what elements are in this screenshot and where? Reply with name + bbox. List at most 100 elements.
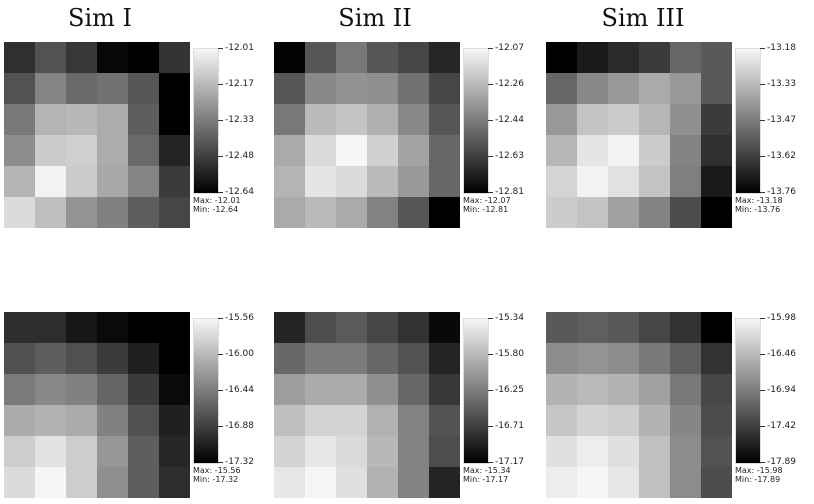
heatmap-cell	[274, 343, 305, 374]
heatmap-cell	[398, 197, 429, 228]
heatmap-cell	[546, 343, 577, 374]
heatmap-cell	[159, 467, 190, 498]
heatmap-cell	[701, 135, 732, 166]
heatmap-cell	[97, 104, 128, 135]
heatmap-cell	[398, 104, 429, 135]
heatmap-cell	[608, 374, 639, 405]
heatmap-cell	[4, 166, 35, 197]
heatmap-cell	[274, 104, 305, 135]
heatmap-cell	[577, 135, 608, 166]
heatmap-cell	[429, 374, 460, 405]
heatmap-cell	[577, 312, 608, 343]
min-label: Min: -17.17	[463, 475, 509, 484]
heatmap-cell	[608, 467, 639, 498]
heatmap-cell	[336, 467, 367, 498]
heatmap-cell	[66, 312, 97, 343]
heatmap-cell	[639, 312, 670, 343]
heatmap-cell	[66, 405, 97, 436]
colorbar-tick-label: -17.42	[759, 421, 797, 431]
heatmap-cell	[367, 312, 398, 343]
heatmap-cell	[639, 104, 670, 135]
heatmap-cell	[577, 166, 608, 197]
heatmap-cell	[367, 405, 398, 436]
heatmap-cell	[35, 197, 66, 228]
colorbar-tick-label: -17.17	[487, 457, 525, 467]
heatmap-cell	[4, 405, 35, 436]
heatmap-cell	[639, 405, 670, 436]
heatmap-cell	[367, 42, 398, 73]
heatmap-cell	[159, 436, 190, 467]
heatmap-cell	[97, 197, 128, 228]
heatmap-cell	[4, 467, 35, 498]
heatmap-cell	[305, 197, 336, 228]
heatmap-cell	[701, 73, 732, 104]
heatmap-cell	[670, 374, 701, 405]
heatmap-cell	[35, 104, 66, 135]
heatmap-cell	[429, 135, 460, 166]
heatmap-cell	[398, 374, 429, 405]
heatmap-cell	[398, 73, 429, 104]
colorbar-tick-label: -17.32	[217, 457, 255, 467]
heatmap-cell	[128, 104, 159, 135]
stats-5: Max: -15.98 Min: -17.89	[735, 466, 783, 484]
heatmap-cell	[128, 73, 159, 104]
heatmap-cell	[670, 135, 701, 166]
heatmap-cell	[66, 197, 97, 228]
colorbar-tick-label: -15.56	[217, 313, 255, 323]
heatmap-cell	[274, 436, 305, 467]
heatmap-cell	[336, 42, 367, 73]
heatmap-cell	[367, 166, 398, 197]
heatmap-cell	[336, 135, 367, 166]
max-label: Max: -15.56	[193, 466, 241, 475]
max-label: Max: -15.34	[463, 466, 511, 475]
heatmap-cell	[66, 104, 97, 135]
heatmap-cell	[670, 73, 701, 104]
heatmap-cell	[701, 343, 732, 374]
heatmap-cell	[577, 73, 608, 104]
heatmap-cell	[97, 73, 128, 104]
heatmap-cell	[608, 343, 639, 374]
colorbar-0	[193, 48, 219, 194]
heatmap-cell	[274, 374, 305, 405]
colorbar-tick-label: -16.00	[217, 349, 255, 359]
max-label: Max: -12.01	[193, 196, 241, 205]
heatmap-cell	[4, 343, 35, 374]
heatmap-cell	[274, 135, 305, 166]
heatmap-cell	[670, 436, 701, 467]
heatmap-cell	[336, 104, 367, 135]
stats-1: Max: -12.07 Min: -12.81	[463, 196, 511, 214]
max-label: Max: -15.98	[735, 466, 783, 475]
heatmap-cell	[577, 405, 608, 436]
heatmap-cell	[398, 135, 429, 166]
heatmap-cell	[97, 135, 128, 166]
heatmap-cell	[670, 42, 701, 73]
heatmap-cell	[274, 467, 305, 498]
heatmap-cell	[159, 166, 190, 197]
heatmap-cell	[429, 104, 460, 135]
heatmap-cell	[367, 135, 398, 166]
colorbar-tick-label: -13.76	[759, 187, 797, 197]
colorbar-tick-label: -13.62	[759, 151, 797, 161]
colorbar-tick-label: -12.63	[487, 151, 525, 161]
heatmap-cell	[35, 436, 66, 467]
heatmap-cell	[367, 343, 398, 374]
heatmap-cell	[4, 197, 35, 228]
colorbar-tick-label: -16.25	[487, 385, 525, 395]
heatmap-cell	[608, 405, 639, 436]
stats-0: Max: -12.01 Min: -12.64	[193, 196, 241, 214]
heatmap-cell	[336, 197, 367, 228]
colorbar-tick-label: -16.88	[217, 421, 255, 431]
min-label: Min: -17.32	[193, 475, 239, 484]
heatmap-cell	[4, 312, 35, 343]
colorbar-tick-label: -12.81	[487, 187, 525, 197]
heatmap-cell	[159, 374, 190, 405]
heatmap-cell	[398, 42, 429, 73]
heatmap-cell	[546, 104, 577, 135]
heatmap-cell	[97, 166, 128, 197]
heatmap-cell	[128, 374, 159, 405]
heatmap-cell	[577, 197, 608, 228]
colorbar-1	[463, 48, 489, 194]
heatmap-cell	[429, 166, 460, 197]
colorbar-tick-label: -17.89	[759, 457, 797, 467]
heatmap-cell	[97, 467, 128, 498]
